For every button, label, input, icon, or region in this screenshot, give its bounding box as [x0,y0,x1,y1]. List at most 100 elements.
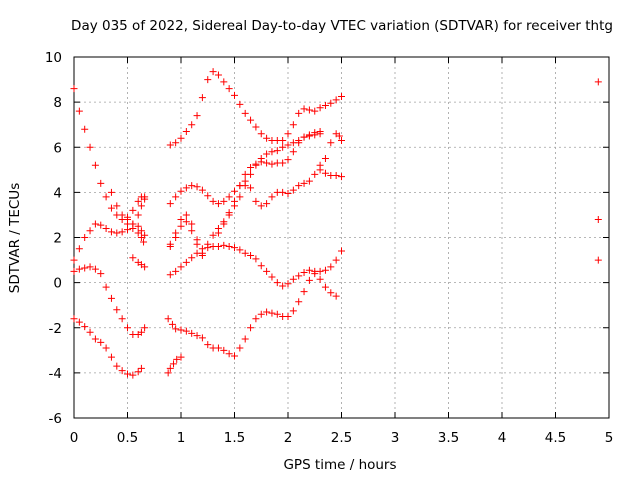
data-point [284,156,292,164]
data-point [86,328,94,336]
data-point [198,252,206,260]
data-point [241,335,249,343]
x-tick-label: 4.5 [545,430,566,446]
data-point [204,76,212,84]
data-point [247,164,255,172]
data-point [316,104,324,112]
data-point [177,263,185,271]
data-point [193,240,201,248]
data-point [177,326,185,334]
data-point [236,100,244,108]
data-point [236,246,244,254]
data-point [182,218,190,226]
data-point [137,202,145,210]
data-point [236,193,244,201]
data-point [113,306,121,314]
data-point [91,335,99,343]
data-point [273,279,281,287]
data-point [214,344,222,352]
data-point [594,78,602,86]
data-point [166,141,174,149]
data-point [214,200,222,208]
data-point [113,229,121,237]
data-point [118,211,126,219]
data-point [166,364,174,372]
data-point [284,130,292,138]
data-point [177,134,185,142]
data-point [268,148,276,156]
data-point [295,109,303,117]
data-point [172,267,180,275]
series-s15 [164,353,185,377]
series-s14 [214,130,324,237]
data-point [188,227,196,235]
data-point [300,268,308,276]
data-point [170,360,178,368]
data-point [102,224,110,232]
data-point [188,329,196,337]
data-point [134,197,142,205]
series-s11 [164,270,340,360]
data-point [305,177,313,185]
y-tick-label: 10 [45,50,62,66]
data-point [172,139,180,147]
data-point [273,147,281,155]
data-point [118,315,126,323]
data-point [231,91,238,99]
data-point [225,85,233,93]
data-point [295,139,303,147]
data-point [220,241,228,249]
data-point [236,182,244,190]
data-point [198,186,206,194]
data-point [214,71,222,79]
data-point [247,252,255,260]
data-point [225,209,233,217]
data-point [97,338,105,346]
data-point [118,228,126,236]
data-point [75,318,83,326]
series-s16 [316,130,345,169]
data-point [279,143,287,151]
data-point [321,283,329,291]
data-point [198,94,206,102]
data-point [289,275,297,283]
data-point [295,182,303,190]
data-point [338,173,345,181]
y-tick-label: 6 [53,140,62,156]
data-point [231,187,238,195]
data-point [231,197,238,205]
data-point [327,139,335,147]
data-point [124,215,131,223]
y-tick-label: 0 [53,276,62,292]
data-point [70,267,78,275]
data-point [321,266,329,274]
data-point [252,315,260,323]
data-point [311,131,319,139]
data-point [316,267,324,275]
data-point [182,327,190,335]
data-point [81,323,89,331]
data-point [177,215,185,223]
data-point [247,116,255,124]
data-point [172,325,180,333]
data-point [177,222,185,230]
axis-ticks [73,56,610,419]
data-point [166,200,174,208]
x-tick-label: 3 [391,430,400,446]
data-point [166,243,174,251]
data-point [300,105,308,113]
data-point [172,193,180,201]
data-point [91,265,99,273]
data-point [241,170,249,178]
data-point [335,132,343,140]
data-point [124,226,131,234]
data-markers [70,68,602,379]
data-point [263,134,271,142]
data-point [289,121,297,129]
data-point [134,211,142,219]
data-point [300,133,308,141]
data-point [236,344,244,352]
x-axis-label: GPS time / hours [283,457,396,473]
data-point [172,234,180,241]
data-point [164,369,172,377]
